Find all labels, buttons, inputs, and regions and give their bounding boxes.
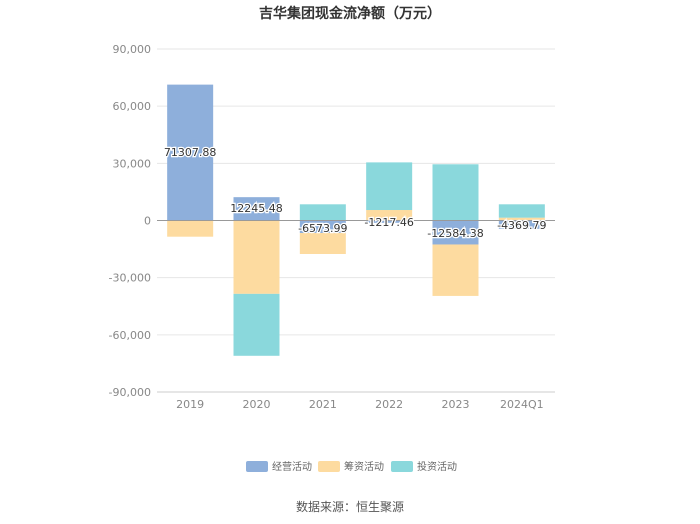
bar-投资活动-2023: [433, 164, 479, 220]
x-tick-label: 2020: [243, 398, 271, 411]
legend: 经营活动 筹资活动 投资活动: [246, 460, 457, 473]
legend-item[interactable]: 经营活动: [246, 460, 312, 473]
data-source-note: 数据来源：恒生聚源: [0, 498, 700, 515]
y-tick-label: 90,000: [113, 43, 152, 56]
data-labels: 71307.88 12245.48 -6573.99 -1217.46 -12584.3…: [164, 146, 547, 240]
legend-label: 筹资活动: [344, 460, 384, 473]
y-tick-label: -30,000: [109, 272, 151, 285]
data-label: 71307.88: [164, 146, 217, 159]
bar-投资活动-2022: [366, 162, 412, 210]
y-tick-label: -60,000: [109, 329, 151, 342]
legend-label: 经营活动: [272, 460, 312, 473]
x-tick-label: 2023: [442, 398, 470, 411]
legend-swatch: [318, 461, 340, 472]
x-tick-label: 2024Q1: [500, 398, 544, 411]
data-label: 12245.48: [230, 202, 283, 215]
chart-title: 吉华集团现金流净额（万元）: [259, 5, 441, 22]
y-tick-label: 60,000: [113, 100, 152, 113]
x-tick-label: 2019: [176, 398, 204, 411]
y-tick-label: 0: [144, 215, 151, 228]
legend-swatch: [246, 461, 268, 472]
data-label: -1217.46: [364, 216, 413, 229]
x-tick-label: 2022: [375, 398, 403, 411]
x-tick-label: 2021: [309, 398, 337, 411]
legend-label: 投资活动: [417, 460, 457, 473]
y-tick-label: 30,000: [113, 157, 152, 170]
bar-投资活动-2021: [300, 204, 346, 220]
bar-筹资活动-2021: [300, 233, 346, 254]
bar-筹资活动-2020: [234, 221, 280, 294]
legend-item[interactable]: 投资活动: [391, 460, 457, 473]
y-tick-label: -90,000: [109, 386, 151, 399]
y-axis: 90,000 60,000 30,000 0 -30,000 -60,000 -90,000: [109, 43, 151, 399]
data-label: -6573.99: [298, 222, 347, 235]
legend-swatch: [391, 461, 413, 472]
bar-投资活动-2024Q1: [499, 204, 545, 217]
data-label: -4369.79: [497, 219, 546, 232]
data-label: -12584.38: [427, 227, 483, 240]
bar-筹资活动-2019: [167, 221, 213, 237]
bar-筹资活动-2023: [433, 244, 479, 295]
legend-item[interactable]: 筹资活动: [318, 460, 384, 473]
bar-投资活动-2020: [234, 294, 280, 356]
x-axis: 2019 2020 2021 2022 2023 2024Q1: [157, 392, 555, 411]
